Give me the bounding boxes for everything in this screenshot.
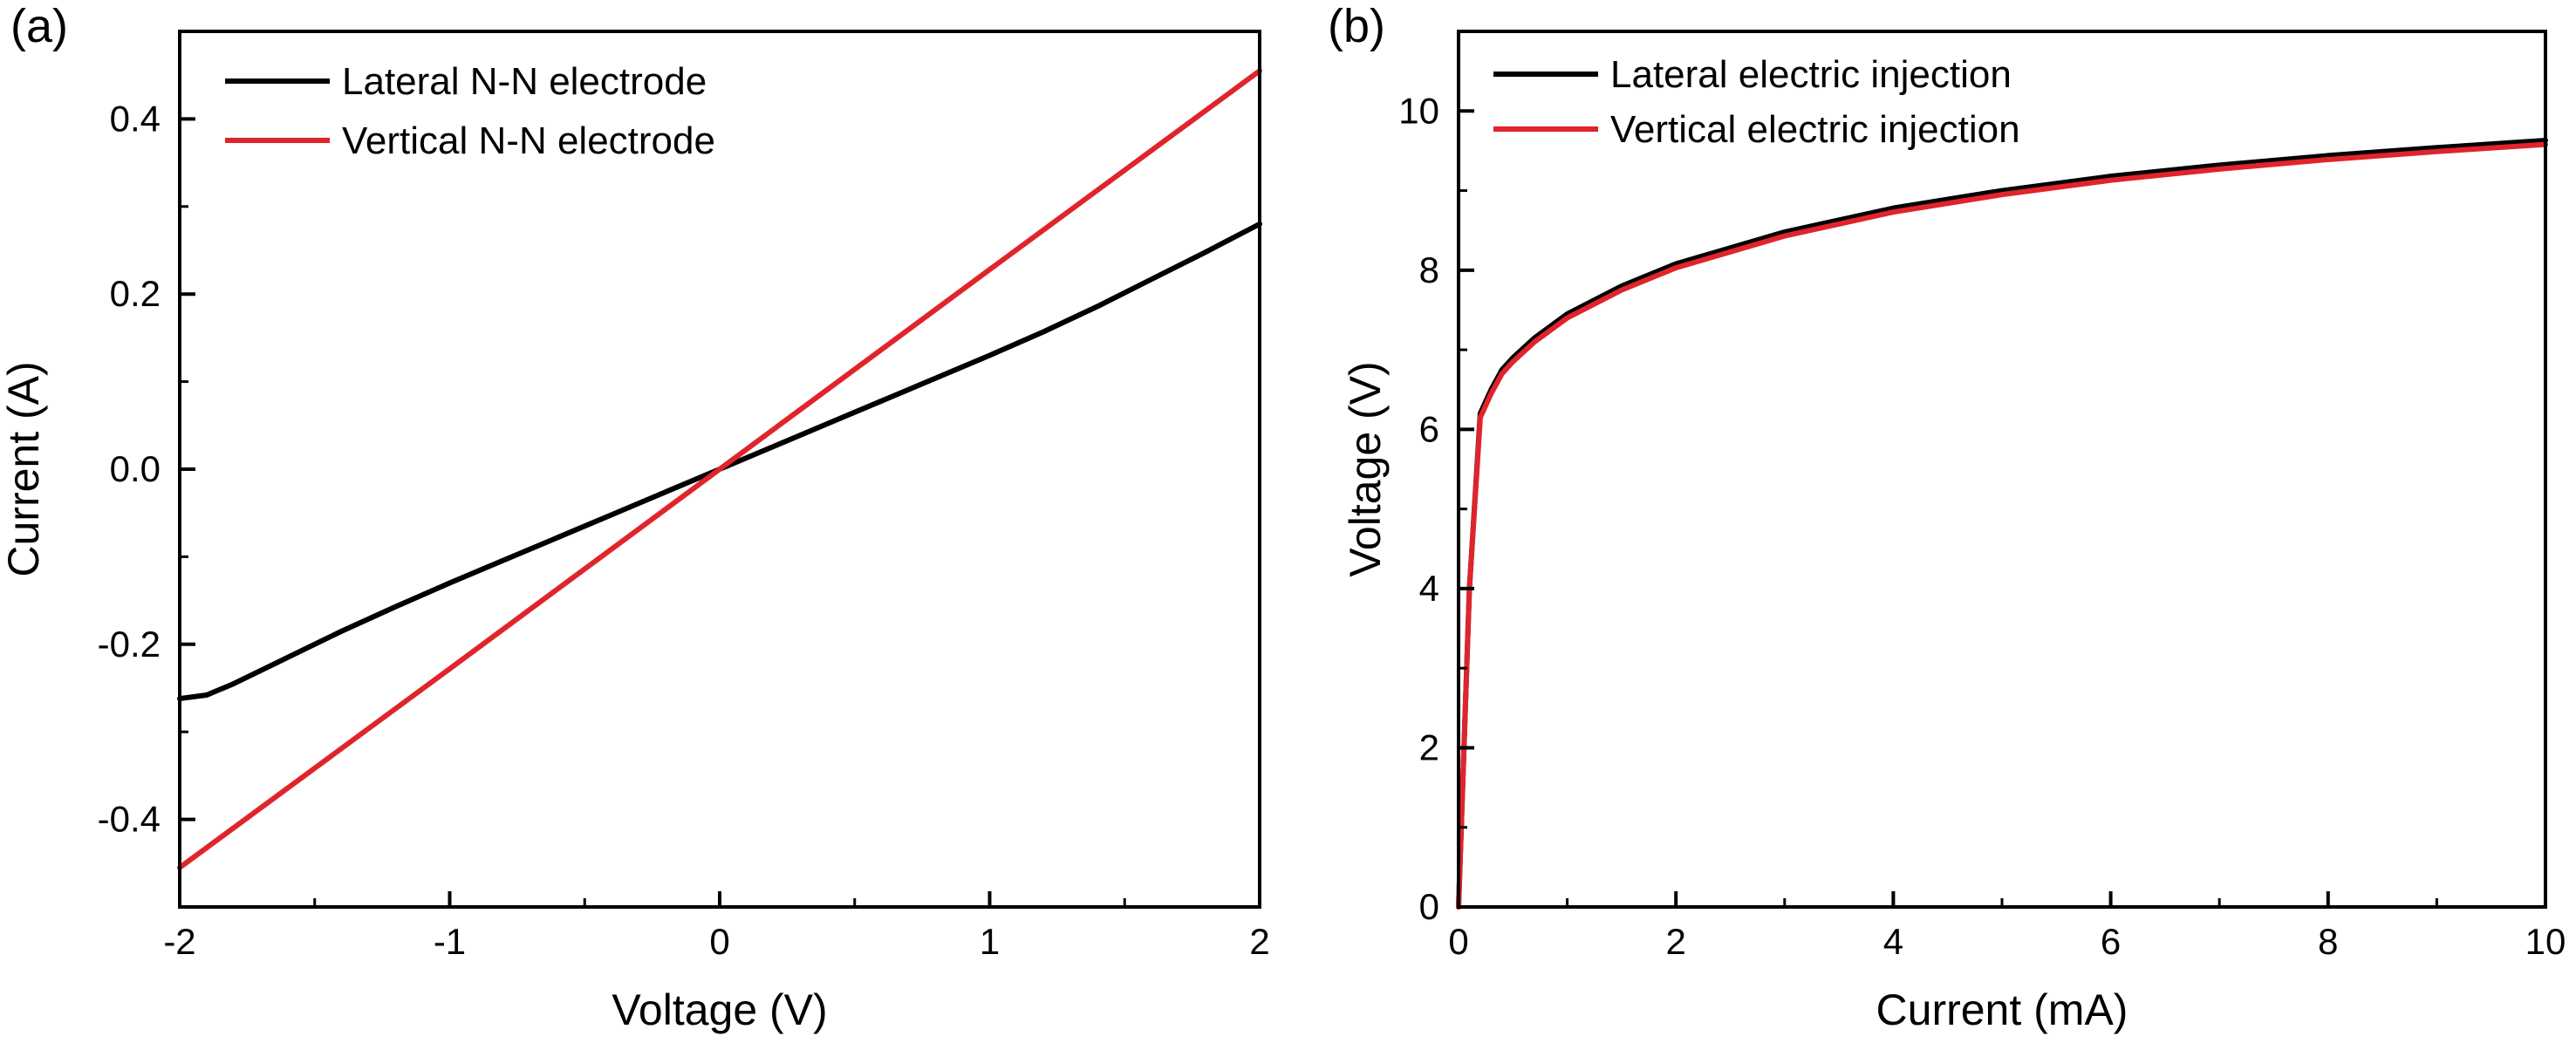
x-tick-label: 0 [709,921,729,962]
x-tick-labels: -2 -1 0 1 2 [163,921,1269,962]
x-tick-labels: 0 2 4 6 8 10 [1448,921,2566,962]
y-tick-label: 2 [1419,726,1439,767]
legend: Lateral N-N electrode Vertical N-N elect… [225,60,715,162]
legend-label: Vertical electric injection [1610,108,2020,151]
y-tick-labels: -0.4 -0.2 0.0 0.2 0.4 [98,98,161,839]
tick-layer [178,30,1261,909]
legend-label: Lateral electric injection [1610,53,2012,96]
x-tick-label: -2 [163,921,195,962]
x-tick-label: 0 [1448,921,1468,962]
y-tick-label: 0 [1419,886,1439,927]
x-tick-label: -1 [434,921,466,962]
panel-b: (b) 0 2 4 6 8 10 0 2 4 6 8 10 Current (mA) Voltage… [1328,0,2566,1034]
y-axis-title: Voltage (V) [1341,361,1390,576]
x-tick-label: 2 [1666,921,1686,962]
y-tick-label: 4 [1419,568,1439,609]
x-axis-title: Current (mA) [1876,985,2128,1034]
series-layer [1456,138,2548,910]
y-tick-label: 0.2 [110,273,161,314]
x-tick-label: 6 [2101,921,2121,962]
y-tick-label: -0.2 [98,624,161,665]
y-axis-title: Current (A) [0,361,48,576]
x-tick-label: 10 [2525,921,2566,962]
series-layer [177,68,1262,870]
y-tick-label: 0.0 [110,448,161,489]
x-axis-title: Voltage (V) [612,985,827,1034]
panel-label: (b) [1328,0,1385,52]
panel-a: (a) -2 -1 0 1 2 -0.4 -0.2 0.0 0.2 0.4 Voltage (V… [0,0,1270,1034]
x-tick-label: 2 [1249,921,1269,962]
series-line-vertical [177,68,1262,870]
y-tick-label: 8 [1419,249,1439,290]
y-tick-label: 0.4 [110,98,161,139]
y-tick-label: 6 [1419,408,1439,449]
legend-label: Vertical N-N electrode [342,119,715,162]
x-tick-label: 4 [1883,921,1903,962]
x-tick-label: 1 [980,921,1000,962]
legend-label: Lateral N-N electrode [342,60,707,103]
x-tick-label: 8 [2318,921,2338,962]
series-line-lateral [1456,138,2548,910]
series-line-lateral [177,221,1262,702]
plot-frame [1457,30,2547,909]
series-line-vertical [1456,141,2548,910]
y-tick-label: 10 [1398,90,1439,131]
legend: Lateral electric injection Vertical elec… [1493,53,2020,151]
panel-label: (a) [10,0,68,52]
y-tick-labels: 0 2 4 6 8 10 [1398,90,1439,927]
tick-layer [1457,30,2547,909]
y-tick-label: -0.4 [98,799,161,840]
